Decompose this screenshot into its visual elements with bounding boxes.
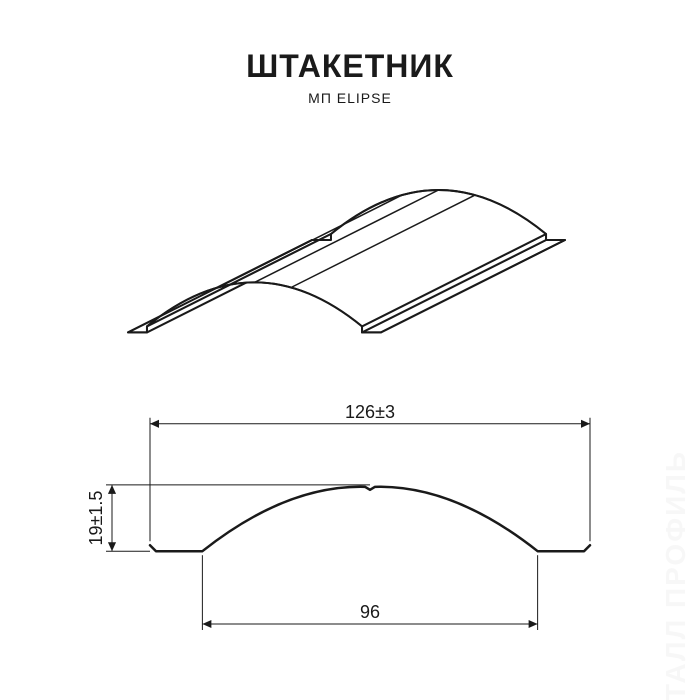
subtitle: МП ELIPSE — [0, 90, 700, 106]
dim-label: 19±1.5 — [86, 491, 106, 546]
section-profile — [150, 487, 590, 551]
dim-label: 96 — [360, 602, 380, 622]
dim-label: 126±3 — [345, 402, 395, 422]
page: ШТАКЕТНИК МП ELIPSE МЕТАЛЛ ПРОФИЛЬ 126±3… — [0, 0, 700, 700]
section-view: 126±3 96 19±1.5 — [80, 390, 620, 650]
watermark: МЕТАЛЛ ПРОФИЛЬ — [660, 450, 692, 700]
title: ШТАКЕТНИК — [0, 48, 700, 85]
iso-view — [120, 130, 580, 350]
